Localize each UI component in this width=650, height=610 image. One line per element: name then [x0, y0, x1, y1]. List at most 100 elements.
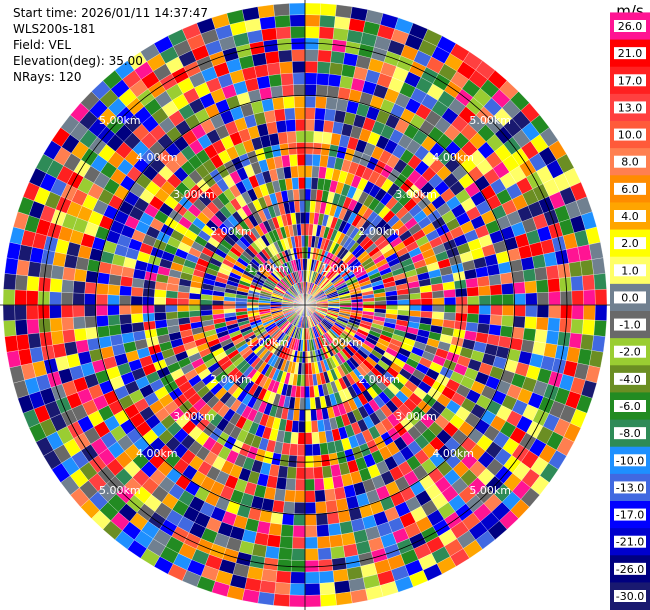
velocity-gate [362, 301, 375, 306]
velocity-gate [73, 327, 88, 342]
velocity-gate [259, 16, 276, 30]
velocity-gate [304, 37, 320, 50]
velocity-gate [72, 292, 85, 306]
velocity-gate [409, 298, 422, 306]
velocity-gate [96, 315, 109, 327]
range-ring-label: 3.00km [395, 188, 437, 201]
velocity-gate [273, 593, 290, 607]
velocity-gate [188, 298, 201, 306]
velocity-gate [304, 14, 321, 27]
velocity-gate [304, 211, 310, 224]
velocity-gate [62, 266, 76, 281]
velocity-gate [330, 50, 346, 65]
velocity-gate [274, 582, 291, 596]
velocity-gate [211, 304, 224, 310]
velocity-gate [84, 315, 98, 329]
velocity-gate [488, 324, 502, 337]
velocity-gate [329, 534, 344, 548]
velocity-gate [27, 261, 42, 278]
velocity-gate [256, 75, 271, 90]
velocity-gate [311, 431, 320, 445]
velocity-gate [301, 235, 306, 248]
velocity-gate [119, 285, 132, 297]
velocity-gate [96, 283, 109, 295]
velocity-gate [570, 275, 584, 292]
velocity-gate [272, 96, 285, 111]
range-ring-label: 5.00km [469, 484, 511, 497]
velocity-gate [300, 386, 306, 399]
velocity-gate [465, 277, 479, 289]
velocity-gate [317, 49, 332, 63]
velocity-gate [261, 98, 275, 112]
velocity-gate [259, 580, 276, 594]
velocity-gate [304, 386, 310, 399]
velocity-gate [304, 2, 321, 16]
velocity-gate [580, 334, 594, 351]
velocity-gate [304, 49, 319, 62]
velocity-gate [304, 594, 321, 608]
velocity-gate [130, 313, 144, 324]
velocity-gate [275, 26, 292, 40]
velocity-gate [304, 188, 312, 201]
velocity-gate [2, 289, 16, 306]
velocity-gate [534, 329, 548, 344]
velocity-gate [525, 304, 538, 318]
velocity-gate [374, 300, 387, 306]
velocity-gate [4, 335, 19, 353]
velocity-gate [568, 332, 583, 349]
velocity-gate [261, 568, 278, 583]
range-ring-label: 5.00km [469, 114, 511, 127]
nrays: NRays: 120 [13, 70, 82, 84]
velocity-gate [120, 323, 134, 335]
velocity-gate [49, 304, 62, 319]
velocity-gate [273, 3, 290, 17]
velocity-gate [266, 62, 281, 76]
colorbar-tick-label: -2.0 [619, 346, 640, 359]
velocity-gate [223, 304, 236, 310]
velocity-gate [292, 536, 306, 550]
colorbar-tick-label: -10.0 [616, 454, 644, 467]
colorbar-tick-label: -4.0 [619, 373, 640, 386]
velocity-gate [119, 313, 132, 325]
velocity-gate [512, 315, 526, 329]
velocity-gate [2, 304, 16, 321]
velocity-gate [304, 583, 321, 596]
velocity-gate [289, 14, 306, 27]
velocity-gate [75, 339, 90, 354]
colorbar-tick-label: 0.0 [621, 291, 639, 304]
velocity-gate [298, 420, 306, 433]
velocity-gate [295, 478, 306, 491]
colorbar-tick-label: -8.0 [619, 427, 640, 440]
velocity-gate [281, 84, 295, 98]
velocity-gate [304, 107, 316, 120]
velocity-gate [304, 84, 317, 97]
velocity-gate [300, 223, 306, 236]
velocity-gate [304, 130, 315, 143]
velocity-gate [498, 261, 512, 275]
velocity-gate [304, 571, 320, 584]
velocity-gate [84, 281, 98, 295]
velocity-gate [535, 317, 549, 331]
velocity-gate [315, 84, 329, 98]
velocity-gate [583, 289, 596, 306]
colorbar-tick-label: -26.0 [616, 563, 644, 576]
velocity-gate [289, 2, 306, 16]
velocity-gate [591, 335, 606, 353]
velocity-gate [296, 444, 306, 457]
velocity-gate [107, 314, 121, 326]
velocity-gate [261, 27, 278, 42]
velocity-gate [310, 408, 318, 422]
velocity-gate [290, 165, 299, 179]
velocity-gate [304, 490, 316, 503]
velocity-gate [304, 548, 319, 561]
velocity-gate [545, 264, 560, 280]
velocity-gate [304, 536, 318, 550]
colorbar-tick-label: -17.0 [616, 509, 644, 522]
velocity-gate [315, 512, 329, 526]
velocity-gate [289, 594, 306, 608]
velocity-gate [273, 488, 286, 502]
velocity-gate [296, 153, 306, 166]
colorbar-tick-label: 10.0 [618, 129, 643, 142]
velocity-gate [309, 397, 317, 410]
velocity-gate [268, 73, 283, 88]
